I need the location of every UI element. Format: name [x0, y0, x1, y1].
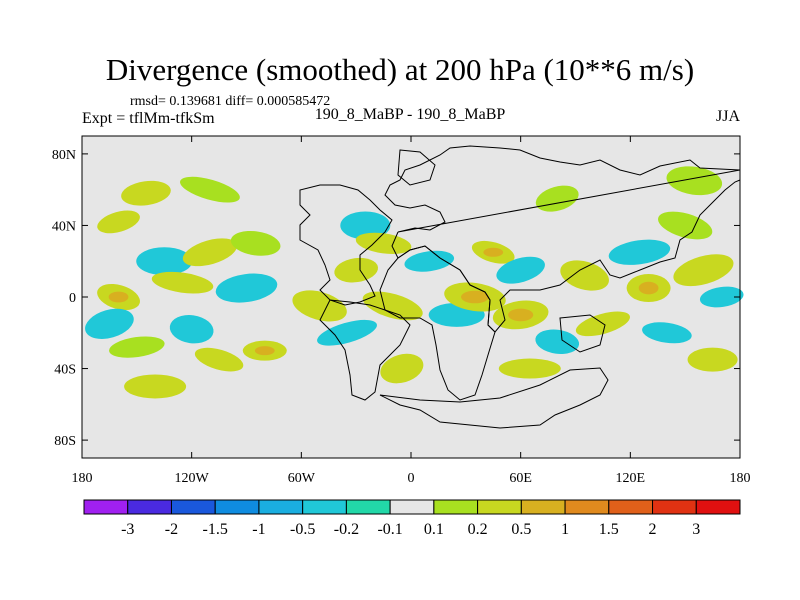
colorbar-swatch: [302, 499, 347, 515]
colorbar-swatch: [695, 499, 741, 515]
colorbar-swatch: [214, 499, 260, 515]
x-tick-label: 180: [730, 471, 751, 486]
anomaly-region: [496, 256, 545, 284]
coastline-south-america: [319, 299, 411, 401]
anomaly-region: [292, 290, 347, 322]
colorbar-swatch: [170, 499, 216, 515]
anomaly-region: [380, 353, 424, 384]
anomaly-region: [215, 273, 278, 303]
comparison-label: 190_8_MaBP - 190_8_MaBP: [314, 106, 506, 123]
anomaly-region: [124, 374, 187, 399]
colorbar: -3 -2 -1.5 -1 -0.5 -0.2 -0.1 0.1 0.2 0.5 1 1.5 2 3: [83, 499, 741, 538]
anomaly-core: [108, 291, 129, 303]
colorbar-label: 3: [692, 521, 700, 538]
colorbar-label: 0.2: [468, 521, 488, 538]
x-tick-label: 60E: [509, 471, 532, 486]
anomaly-region: [673, 254, 734, 287]
y-tick-label: 0: [69, 291, 76, 306]
stats-text: rmsd= 0.139681 diff= 0.000585472: [130, 94, 331, 109]
colorbar-label: 0.5: [511, 521, 531, 538]
anomaly-region: [317, 319, 377, 346]
x-tick-label: 120E: [616, 471, 646, 486]
chart-title: Divergence (smoothed) at 200 hPa (10**6 …: [105, 52, 695, 87]
colorbar-label: -2: [165, 521, 178, 538]
coastline-greenland: [397, 149, 436, 186]
colorbar-label: -3: [121, 521, 134, 538]
anomaly-region: [169, 315, 214, 344]
x-tick-label: 0: [408, 471, 415, 486]
colorbar-label: 2: [649, 521, 657, 538]
anomaly-region: [498, 358, 561, 379]
anomaly-region: [151, 271, 214, 294]
anomaly-region: [535, 329, 580, 354]
anomaly-core: [508, 308, 534, 322]
anomaly-core: [254, 346, 275, 356]
colorbar-swatch: [564, 499, 610, 515]
anomaly-region: [121, 180, 171, 206]
anomaly-core: [483, 247, 504, 257]
colorbar-label: -1: [252, 521, 265, 538]
coastline-antarctica: [379, 367, 609, 429]
colorbar-swatch: [389, 499, 435, 515]
anomaly-region: [666, 166, 723, 196]
colorbar-label: 0.1: [424, 521, 444, 538]
anomaly-region: [699, 286, 744, 308]
anomaly-region: [404, 250, 455, 272]
anomaly-region: [340, 211, 391, 240]
colorbar-swatch: [258, 499, 304, 515]
anomaly-region: [85, 308, 134, 339]
colorbar-label: -0.2: [334, 521, 359, 538]
anomaly-region: [182, 238, 238, 267]
coastline-africa: [379, 245, 496, 401]
colorbar-label: -0.5: [290, 521, 315, 538]
y-tick-label: 80S: [54, 434, 76, 449]
colorbar-label: 1.5: [599, 521, 619, 538]
coastline-australia: [559, 314, 606, 353]
anomaly-region: [109, 336, 165, 358]
season-label: JJA: [715, 108, 740, 125]
anomaly-region: [362, 291, 423, 321]
anomaly-region: [642, 322, 692, 344]
colorbar-label: 1: [561, 521, 569, 538]
anomaly-region: [194, 347, 244, 372]
colorbar-swatch: [433, 499, 479, 515]
coastline-north-america: [299, 184, 393, 306]
anomaly-region: [136, 247, 193, 276]
anomaly-region: [355, 232, 412, 254]
x-tick-label: 120W: [175, 471, 210, 486]
anomaly-region: [687, 347, 738, 372]
colorbar-label: -0.1: [377, 521, 402, 538]
y-tick-label: 40S: [54, 363, 76, 378]
anomaly-region: [560, 260, 609, 291]
colorbar-swatch: [652, 499, 697, 515]
anomaly-region: [230, 230, 281, 256]
x-tick-label: 60W: [288, 471, 316, 486]
colorbar-swatch: [520, 499, 566, 515]
experiment-label: Expt = tflMm-tfkSm: [82, 110, 215, 127]
y-tick-label: 40N: [52, 219, 76, 234]
x-tick-label: 180: [72, 471, 93, 486]
anomaly-region: [334, 257, 379, 283]
colorbar-swatch: [477, 499, 522, 515]
colorbar-swatch: [345, 499, 391, 515]
colorbar-label: -1.5: [203, 521, 228, 538]
colorbar-swatch: [127, 499, 172, 515]
anomaly-region: [97, 210, 140, 234]
colorbar-swatch: [83, 499, 129, 515]
anomaly-core: [638, 281, 659, 295]
anomaly-region: [608, 239, 671, 265]
coastline: [299, 145, 741, 429]
anomaly-core: [461, 290, 489, 304]
y-tick-label: 80N: [52, 148, 76, 163]
anomaly-region: [180, 176, 240, 203]
colorbar-swatch: [608, 499, 654, 515]
